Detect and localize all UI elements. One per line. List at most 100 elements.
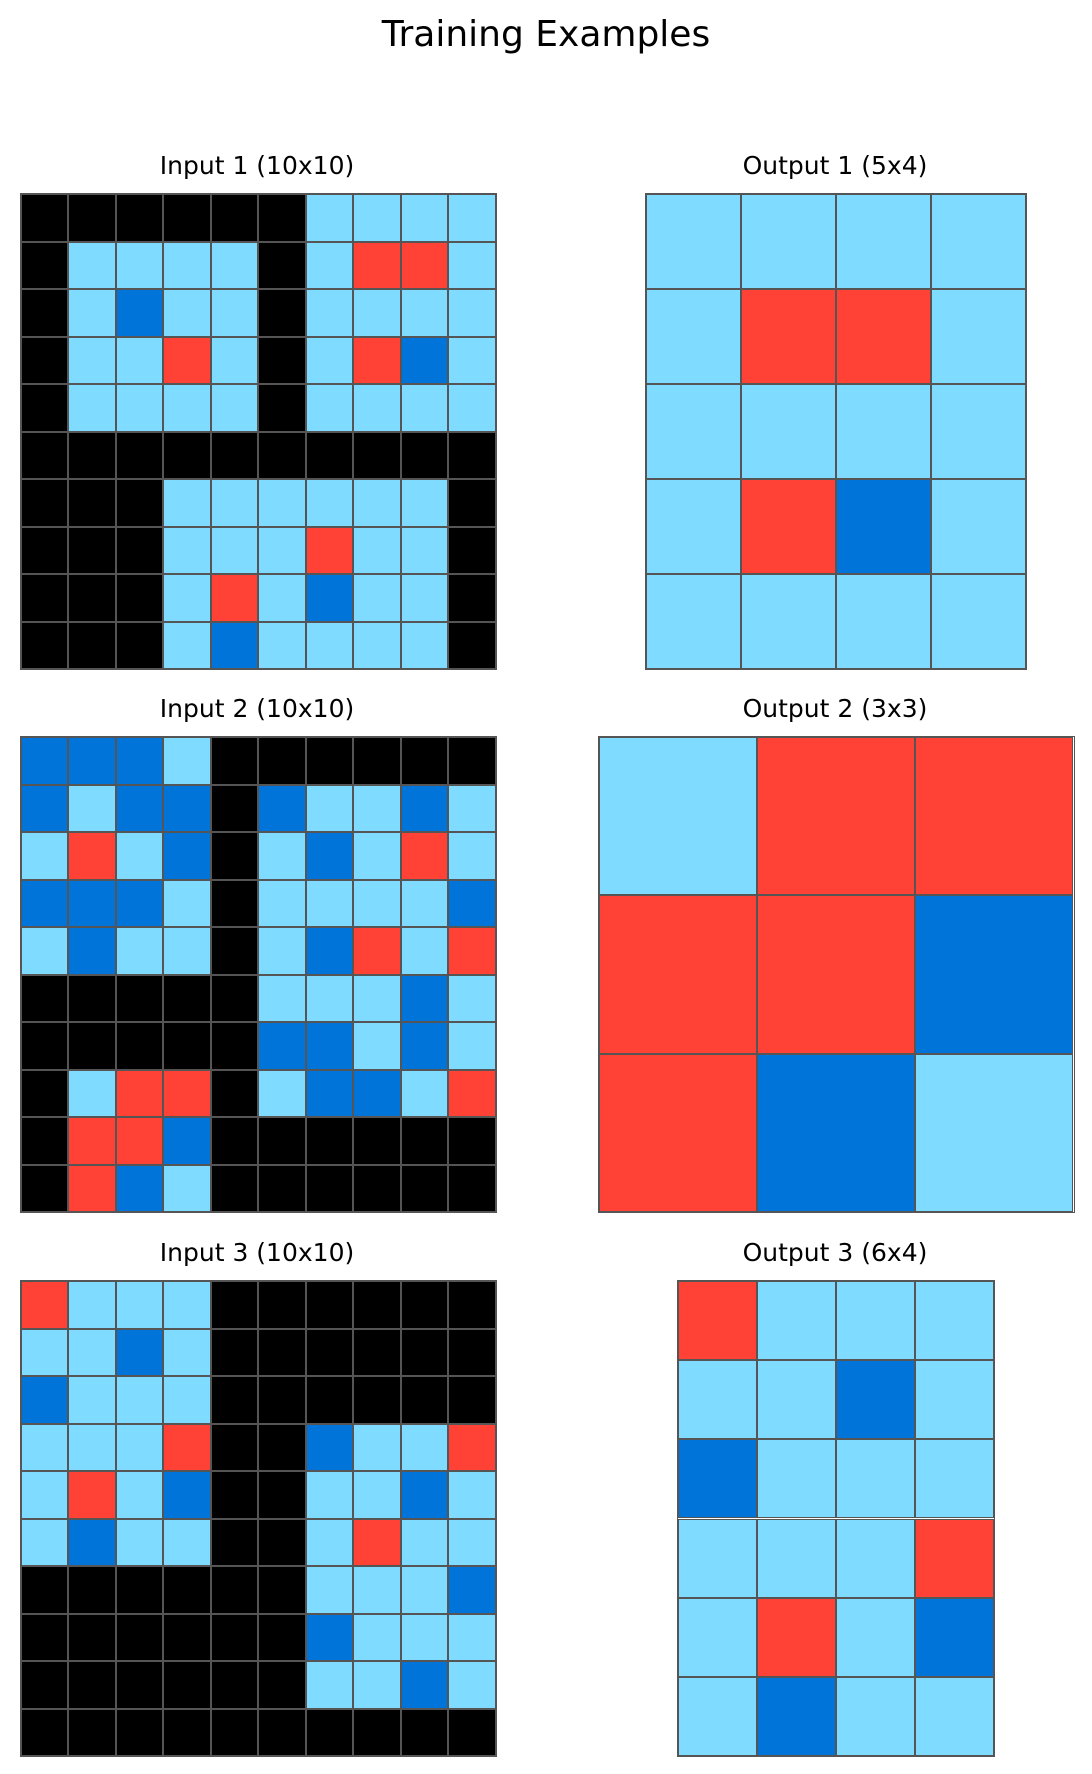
grid-cell <box>20 1423 68 1471</box>
grid-cell <box>305 1376 353 1424</box>
grid-cell <box>20 1328 68 1376</box>
grid-cell <box>68 879 116 927</box>
grid-cell <box>353 927 401 975</box>
grid-cell <box>400 784 448 832</box>
grid-cell <box>353 974 401 1022</box>
grid-cell <box>353 1661 401 1709</box>
grid-cell <box>305 574 353 622</box>
grid-cell <box>210 1661 258 1709</box>
grid-cell <box>305 1518 353 1566</box>
grid-cell <box>258 1117 306 1165</box>
grid-cell <box>305 1613 353 1661</box>
grid-cell <box>115 431 163 479</box>
grid-cell <box>305 1117 353 1165</box>
grid-cell <box>646 479 741 574</box>
grid-cell <box>258 1708 306 1756</box>
grid-cell <box>20 1117 68 1165</box>
grid-cell <box>305 927 353 975</box>
grid-cell <box>163 1566 211 1614</box>
grid-cell <box>756 1518 836 1598</box>
grid-cell <box>163 1661 211 1709</box>
grid-cell <box>400 479 448 527</box>
grid-cell <box>756 1360 836 1440</box>
grid-cell <box>163 431 211 479</box>
grid-cell <box>448 194 496 242</box>
grid-cell <box>210 241 258 289</box>
grid-cell <box>756 737 916 896</box>
grid-cell <box>20 1661 68 1709</box>
grid-cell <box>258 1661 306 1709</box>
grid-cell <box>353 1069 401 1117</box>
grid-cell <box>258 879 306 927</box>
grid-cell <box>305 526 353 574</box>
grid-cell <box>835 1439 916 1519</box>
grid-cell <box>68 1328 116 1376</box>
grid-cell <box>20 194 68 242</box>
grid-cell <box>115 879 163 927</box>
grid-cell <box>353 621 401 669</box>
grid-cell <box>931 194 1026 289</box>
grid-cell <box>68 526 116 574</box>
grid-cell <box>258 832 306 880</box>
grid-cell <box>353 1164 401 1212</box>
grid-cell <box>115 927 163 975</box>
grid-cell <box>448 621 496 669</box>
grid-cell <box>210 1281 258 1329</box>
grid-cell <box>448 526 496 574</box>
grid-cell <box>20 241 68 289</box>
output-1-grid <box>645 193 1027 670</box>
grid-cell <box>305 1328 353 1376</box>
grid-cell <box>677 1281 757 1361</box>
grid-cell <box>756 1053 916 1212</box>
grid-cell <box>258 431 306 479</box>
input-1-grid <box>19 193 497 670</box>
grid-cell <box>305 784 353 832</box>
grid-cell <box>646 289 741 384</box>
grid-cell <box>258 336 306 384</box>
grid-cell <box>68 479 116 527</box>
grid-cell <box>258 1566 306 1614</box>
grid-cell <box>915 1360 995 1440</box>
grid-cell <box>646 384 741 479</box>
grid-cell <box>210 621 258 669</box>
grid-cell <box>115 1661 163 1709</box>
grid-cell <box>756 895 916 1054</box>
grid-cell <box>163 384 211 432</box>
grid-cell <box>68 194 116 242</box>
grid-cell <box>305 336 353 384</box>
grid-cell <box>163 1613 211 1661</box>
grid-cell <box>210 1164 258 1212</box>
grid-cell <box>400 431 448 479</box>
grid-cell <box>305 1471 353 1519</box>
grid-cell <box>258 1518 306 1566</box>
grid-cell <box>305 384 353 432</box>
grid-cell <box>210 1471 258 1519</box>
grid-cell <box>20 526 68 574</box>
grid-cell <box>163 1328 211 1376</box>
grid-cell <box>163 479 211 527</box>
grid-cell <box>68 927 116 975</box>
grid-cell <box>163 621 211 669</box>
grid-cell <box>68 832 116 880</box>
grid-cell <box>115 1069 163 1117</box>
grid-cell <box>353 1022 401 1070</box>
grid-cell <box>353 784 401 832</box>
grid-cell <box>353 879 401 927</box>
grid-cell <box>353 574 401 622</box>
grid-cell <box>598 1053 757 1212</box>
grid-cell <box>258 927 306 975</box>
grid-cell <box>115 1566 163 1614</box>
input-2-grid <box>19 736 497 1213</box>
grid-cell <box>210 1613 258 1661</box>
grid-cell <box>163 737 211 785</box>
grid-cell <box>448 879 496 927</box>
grid-cell <box>163 1708 211 1756</box>
grid-cell <box>353 1376 401 1424</box>
input-3-grid <box>19 1280 497 1757</box>
grid-cell <box>353 1613 401 1661</box>
grid-cell <box>210 784 258 832</box>
grid-cell <box>258 1613 306 1661</box>
grid-cell <box>258 737 306 785</box>
grid-cell <box>915 895 1074 1054</box>
